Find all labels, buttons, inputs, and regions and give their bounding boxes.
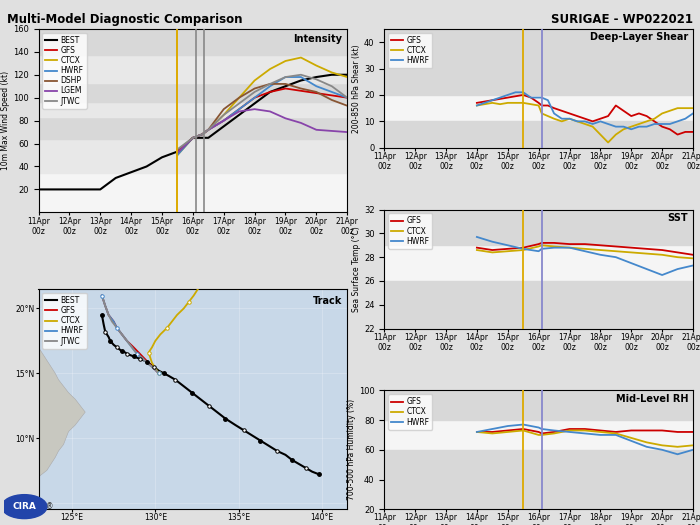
Text: Track: Track (313, 296, 342, 306)
Text: SURIGAE - WP022021: SURIGAE - WP022021 (551, 13, 693, 26)
Bar (38, 139, 347, 173)
Circle shape (1, 495, 47, 519)
Bar (384, 209, 693, 245)
Legend: BEST, GFS, CTCX, HWRF, DSHP, LGEM, JTWC: BEST, GFS, CTCX, HWRF, DSHP, LGEM, JTWC (42, 33, 87, 109)
Y-axis label: Sea Surface Temp (°C): Sea Surface Temp (°C) (352, 226, 361, 312)
Bar (384, 450, 693, 509)
Text: Intensity: Intensity (293, 34, 342, 45)
Text: SST: SST (668, 213, 688, 223)
Text: Mid-Level RH: Mid-Level RH (616, 394, 688, 404)
Legend: GFS, CTCX, HWRF: GFS, CTCX, HWRF (388, 214, 433, 249)
Legend: GFS, CTCX, HWRF: GFS, CTCX, HWRF (388, 33, 433, 68)
Polygon shape (0, 332, 85, 490)
Text: Deep-Layer Shear: Deep-Layer Shear (590, 33, 688, 43)
Bar (38, 55, 347, 83)
Text: ®: ® (46, 502, 54, 511)
Bar (384, 281, 693, 329)
Text: CIRA: CIRA (13, 502, 36, 511)
Text: Multi-Model Diagnostic Comparison: Multi-Model Diagnostic Comparison (7, 13, 242, 26)
Bar (38, 102, 347, 117)
Y-axis label: 10m Max Wind Speed (kt): 10m Max Wind Speed (kt) (1, 71, 10, 170)
Bar (38, 29, 347, 55)
Y-axis label: 200-850 hPa Shear (kt): 200-850 hPa Shear (kt) (352, 44, 361, 133)
Bar (38, 117, 347, 139)
Bar (38, 83, 347, 102)
Bar (384, 29, 693, 95)
Bar (384, 121, 693, 148)
Legend: GFS, CTCX, HWRF: GFS, CTCX, HWRF (388, 394, 433, 429)
Bar (384, 391, 693, 420)
Legend: BEST, GFS, CTCX, HWRF, JTWC: BEST, GFS, CTCX, HWRF, JTWC (42, 293, 87, 349)
Y-axis label: 700-500 hPa Humidity (%): 700-500 hPa Humidity (%) (347, 399, 356, 500)
